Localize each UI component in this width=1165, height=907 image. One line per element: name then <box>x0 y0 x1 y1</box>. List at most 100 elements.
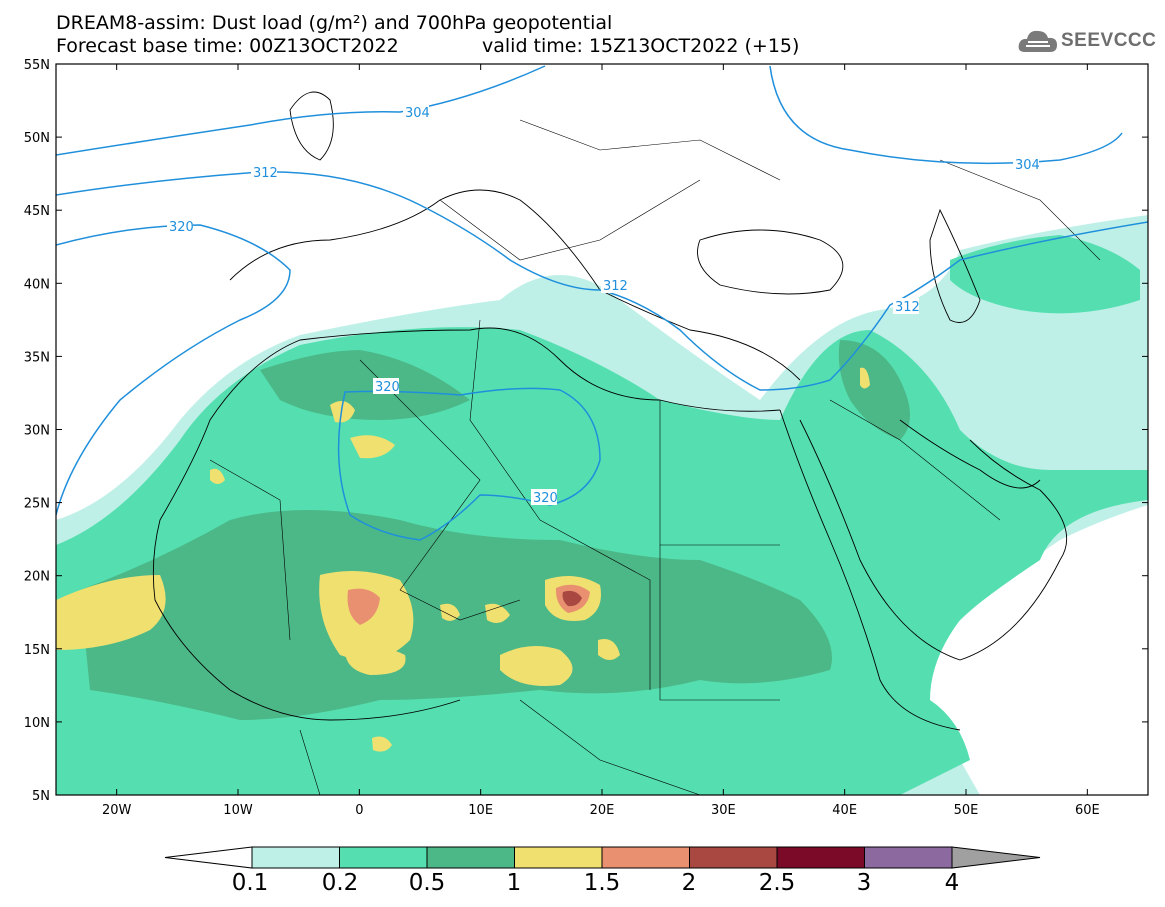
border-6 <box>659 545 780 701</box>
colorbar-label: 1.5 <box>583 870 621 896</box>
lon-label: 0 <box>355 803 363 818</box>
border-2 <box>359 359 481 591</box>
contour-304-west <box>56 65 546 156</box>
border-3 <box>469 319 541 521</box>
borders <box>209 119 1101 795</box>
lat-label: 10N <box>24 716 50 731</box>
border-4 <box>539 519 651 690</box>
border-12 <box>299 729 321 795</box>
colorbar-label: 3 <box>856 870 872 896</box>
lat-label: 30N <box>24 424 50 439</box>
seevccc-logo: SEEVCCC <box>1017 26 1157 58</box>
contour-label: 320 <box>533 491 558 506</box>
dust-band-1.5-algeria <box>347 588 380 625</box>
colorbar-swatch <box>339 846 428 869</box>
colorbar <box>164 846 1041 869</box>
cloud-logo-icon <box>1018 30 1057 52</box>
coast-red-sea <box>779 409 961 731</box>
contour-312-west <box>56 171 1148 391</box>
contour-label: 320 <box>169 220 194 235</box>
lat-label: 55N <box>24 58 50 73</box>
map-title: DREAM8-assim: Dust load (g/m²) and 700hP… <box>56 12 613 34</box>
contour-label: 304 <box>1015 158 1040 173</box>
colorbar-label: 0.1 <box>231 870 269 896</box>
lon-label: 10E <box>468 803 493 818</box>
dust-band-1-small-d <box>440 603 460 621</box>
lat-label: 45N <box>24 204 50 219</box>
coast-black-sea <box>697 229 844 295</box>
dust-band-0.2-caspian <box>950 235 1140 314</box>
lat-label: 35N <box>24 350 50 365</box>
coast-persian-gulf <box>899 419 1041 489</box>
lon-label: 20W <box>102 803 132 818</box>
border-7 <box>399 589 521 621</box>
colorbar-left-arrow <box>164 846 253 869</box>
colorbar-label: 1 <box>506 870 522 896</box>
lat-label: 15N <box>24 643 50 658</box>
logo-text: SEEVCCC <box>1061 30 1157 51</box>
geopotential-contours <box>56 65 1148 541</box>
colorbar-swatch <box>689 846 778 869</box>
colorbar-swatch <box>601 846 690 869</box>
colorbar-swatch <box>514 846 603 869</box>
colorbar-swatch <box>776 846 865 869</box>
colorbar-label: 4 <box>944 870 960 896</box>
dust-band-0.5-north <box>260 350 470 420</box>
lon-label: 60E <box>1075 803 1100 818</box>
coast-africa-west <box>152 339 461 721</box>
colorbar-swatch <box>426 846 515 869</box>
lon-label: 10W <box>223 803 253 818</box>
contour-label: 312 <box>895 300 920 315</box>
coast-arabia <box>799 419 1068 661</box>
dust-band-1-small-h <box>860 367 870 389</box>
lon-label: 50E <box>954 803 979 818</box>
dust-fields <box>56 215 1148 795</box>
dust-band-1-small-e <box>485 603 510 624</box>
dust-band-1-small-g <box>372 736 392 752</box>
contour-label: 304 <box>405 106 430 121</box>
coast-caspian <box>929 208 981 323</box>
colorbar-label: 0.5 <box>408 870 446 896</box>
contour-label: 312 <box>253 166 278 181</box>
colorbar-swatch <box>251 846 340 869</box>
dust-band-1-sudan <box>500 646 573 686</box>
dust-band-1-small-f <box>598 639 620 660</box>
coast-mediterranean <box>299 327 781 412</box>
lon-label: 20E <box>590 803 615 818</box>
dust-band-1-west <box>56 575 166 650</box>
border-1 <box>209 459 291 641</box>
dust-band-1-small-a <box>330 401 355 423</box>
colorbar-label: 0.2 <box>321 870 359 896</box>
border-10 <box>519 119 781 181</box>
border-8 <box>829 399 1001 521</box>
coast-britain <box>289 91 334 161</box>
colorbar-swatch <box>864 846 953 869</box>
valid-time: valid time: 15Z13OCT2022 (+15) <box>482 35 800 57</box>
lat-label: 40N <box>24 277 50 292</box>
dust-band-1-small-c <box>210 468 225 484</box>
map-axes: 55N 50N 45N 40N 35N 30N 25N 20N 15N 10N 5N 20W 10W 0 1… <box>24 58 1148 818</box>
coast-europe <box>229 189 801 381</box>
contour-label: 312 <box>603 279 628 294</box>
forecast-base-time: Forecast base time: 00Z13OCT2022 <box>56 35 399 57</box>
colorbar-label: 2 <box>681 870 697 896</box>
dust-band-1-small-b <box>350 435 395 459</box>
lat-label: 20N <box>24 570 50 585</box>
dust-band-1-niger <box>345 646 406 675</box>
lat-label: 50N <box>24 131 50 146</box>
border-9 <box>439 179 701 261</box>
lon-label: 40E <box>832 803 857 818</box>
contour-304-east <box>769 65 1123 165</box>
lat-label: 5N <box>32 789 50 804</box>
border-13 <box>519 699 701 795</box>
border-11 <box>939 159 1101 261</box>
contour-label: 320 <box>375 380 400 395</box>
colorbar-label: 2.5 <box>758 870 796 896</box>
dust-band-0.5-iraq <box>838 340 910 440</box>
dust-band-2-chad <box>562 590 582 607</box>
lon-label: 30E <box>711 803 736 818</box>
contour-labels: 304 312 320 312 320 312 320 304 <box>167 104 1040 506</box>
coastlines <box>152 91 1068 731</box>
colorbar-right-arrow <box>951 846 1041 869</box>
